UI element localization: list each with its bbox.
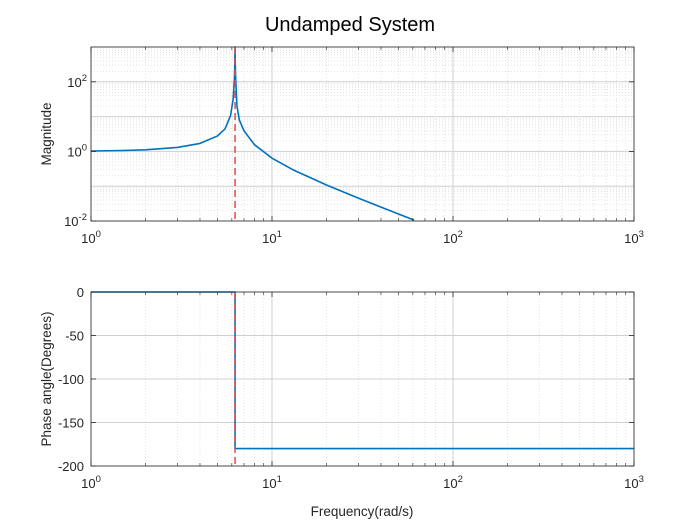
y-tick-label: -200 — [58, 459, 84, 474]
phase-y-tick-labels: 0 -50 -100 -150 -200 — [58, 285, 84, 474]
y-tick-label: -150 — [58, 416, 84, 431]
magnitude-series-line-0 — [90, 46, 415, 221]
chart-title: Undamped System — [265, 14, 435, 36]
x-tick-label: 100 — [81, 229, 101, 246]
x-tick-label: 103 — [624, 474, 644, 491]
magnitude-y-axis-label: Magnitude — [39, 102, 54, 165]
magnitude-plot-background — [91, 47, 634, 221]
phase-x-tick-labels: 100 101 102 103 — [81, 474, 644, 491]
magnitude-minor-grid — [91, 47, 634, 221]
phase-plot: 100 101 102 103 0 -50 -100 -150 -200 Phase angl… — [39, 285, 644, 519]
x-tick-label: 102 — [443, 229, 463, 246]
magnitude-ticks — [90, 47, 635, 222]
y-tick-label: 100 — [67, 142, 87, 159]
x-tick-label: 101 — [262, 474, 282, 491]
x-tick-label: 100 — [81, 474, 101, 491]
y-tick-label: 102 — [67, 73, 87, 90]
magnitude-axes-box — [90, 46, 635, 222]
x-tick-label: 103 — [624, 229, 644, 246]
x-axis-label: Frequency(rad/s) — [311, 504, 414, 519]
phase-y-axis-label: Phase angle(Degrees) — [39, 311, 54, 446]
x-tick-label: 102 — [443, 474, 463, 491]
magnitude-axes-frame — [90, 46, 635, 222]
x-tick-label: 101 — [262, 229, 282, 246]
y-tick-label: 0 — [77, 285, 84, 300]
magnitude-y-tick-labels: 10-2 100 102 — [64, 73, 87, 229]
y-tick-label: -50 — [65, 329, 84, 344]
y-tick-label: 10-2 — [64, 212, 87, 229]
magnitude-curves — [90, 46, 415, 221]
phase-ticks — [90, 291, 635, 467]
magnitude-x-tick-labels: 100 101 102 103 — [81, 229, 644, 246]
y-tick-label: -100 — [58, 372, 84, 387]
